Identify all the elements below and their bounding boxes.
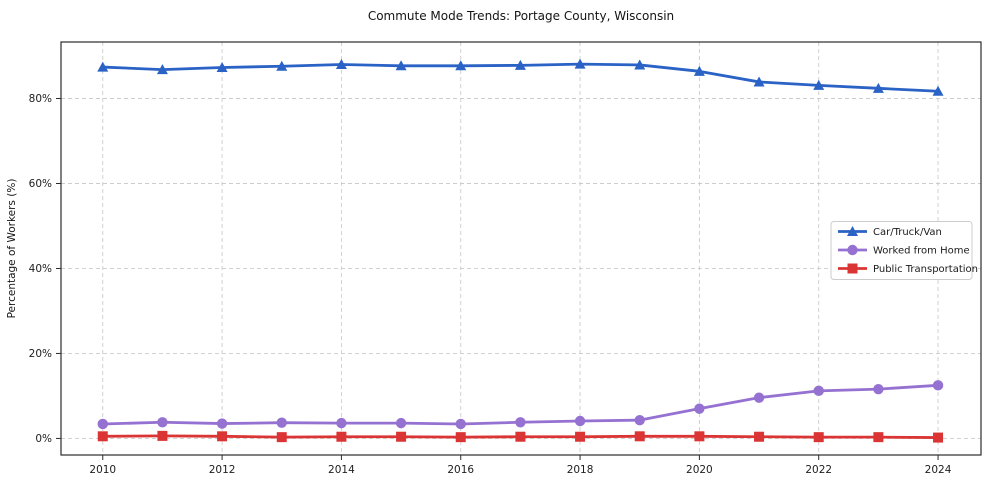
square-marker <box>694 431 705 442</box>
triangle-marker <box>395 60 407 71</box>
y-tick-label: 60% <box>29 178 52 190</box>
square-marker <box>634 431 645 442</box>
circle-marker <box>813 385 824 397</box>
axes: 2010 2012 2014 2016 2018 2020 2022 2024 0% 20% 40%… <box>29 41 982 476</box>
square-marker <box>217 431 228 442</box>
x-tick-label: 2022 <box>805 464 832 476</box>
triangle-marker <box>932 85 944 96</box>
legend-square-marker <box>847 263 858 274</box>
x-tick-label: 2020 <box>686 464 713 476</box>
circle-marker <box>336 417 347 429</box>
legend-box <box>830 221 973 280</box>
circle-marker <box>574 415 586 427</box>
x-tick-label: 2014 <box>328 464 355 476</box>
square-marker <box>813 432 824 443</box>
square-marker <box>754 431 765 442</box>
legend: Car/Truck/Van Worked from Home Public Tran… <box>830 221 978 280</box>
x-tick-label: 2024 <box>925 464 952 476</box>
square-marker <box>396 431 407 442</box>
square-marker <box>575 431 586 442</box>
triangle-marker <box>693 65 705 76</box>
circle-marker <box>753 392 765 403</box>
series-lines <box>97 58 944 443</box>
y-tick-label: 80% <box>29 93 52 105</box>
square-marker <box>873 432 884 443</box>
circle-marker <box>515 417 526 428</box>
y-tick-label: 40% <box>29 263 52 275</box>
circle-marker <box>932 380 944 391</box>
square-marker <box>455 432 466 443</box>
square-marker <box>97 431 108 442</box>
triangle-marker <box>455 60 467 71</box>
legend-item: Worked from Home <box>838 244 970 257</box>
x-tick-label: 2016 <box>447 464 474 476</box>
circle-marker <box>873 383 884 395</box>
triangle-marker <box>276 60 288 71</box>
triangle-marker <box>813 79 825 90</box>
y-axis-label: Percentage of Workers (%) <box>6 179 18 319</box>
legend-circle-marker <box>847 244 858 256</box>
y-tick-label: 0% <box>35 433 52 445</box>
triangle-marker <box>335 59 347 70</box>
triangle-marker <box>156 64 168 75</box>
circle-marker <box>157 417 168 428</box>
square-marker <box>336 431 347 442</box>
legend-label: Car/Truck/Van <box>873 227 942 238</box>
series-car-truck-van <box>97 58 944 96</box>
legend-triangle-marker <box>847 226 858 236</box>
triangle-marker <box>216 61 228 72</box>
square-marker <box>515 431 526 442</box>
circle-marker <box>634 414 645 426</box>
x-tick-label: 2010 <box>89 464 116 476</box>
triangle-marker <box>514 59 526 70</box>
triangle-marker <box>753 76 765 87</box>
series-public-transportation <box>97 430 944 443</box>
triangle-marker <box>574 58 586 69</box>
legend-label: Worked from Home <box>873 246 970 257</box>
legend-item: Public Transportation <box>838 263 978 275</box>
circle-marker <box>97 418 108 430</box>
chart-title: Commute Mode Trends: Portage County, Wis… <box>368 9 674 23</box>
circle-marker <box>216 418 228 429</box>
triangle-marker <box>872 82 884 93</box>
plot-border <box>60 41 982 456</box>
square-marker <box>933 432 944 443</box>
y-tick-label: 20% <box>29 348 52 360</box>
circle-marker <box>395 417 407 429</box>
circle-marker <box>276 417 287 428</box>
triangle-marker <box>97 61 109 72</box>
legend-label: Public Transportation <box>873 264 978 275</box>
x-tick-label: 2018 <box>567 464 594 476</box>
series-worked-from-home <box>97 380 944 430</box>
legend-item: Car/Truck/Van <box>838 226 942 238</box>
circle-marker <box>694 403 705 414</box>
x-tick-label: 2012 <box>209 464 236 476</box>
triangle-marker <box>634 59 646 70</box>
square-marker <box>157 430 168 441</box>
square-marker <box>276 432 287 443</box>
circle-marker <box>455 418 466 430</box>
